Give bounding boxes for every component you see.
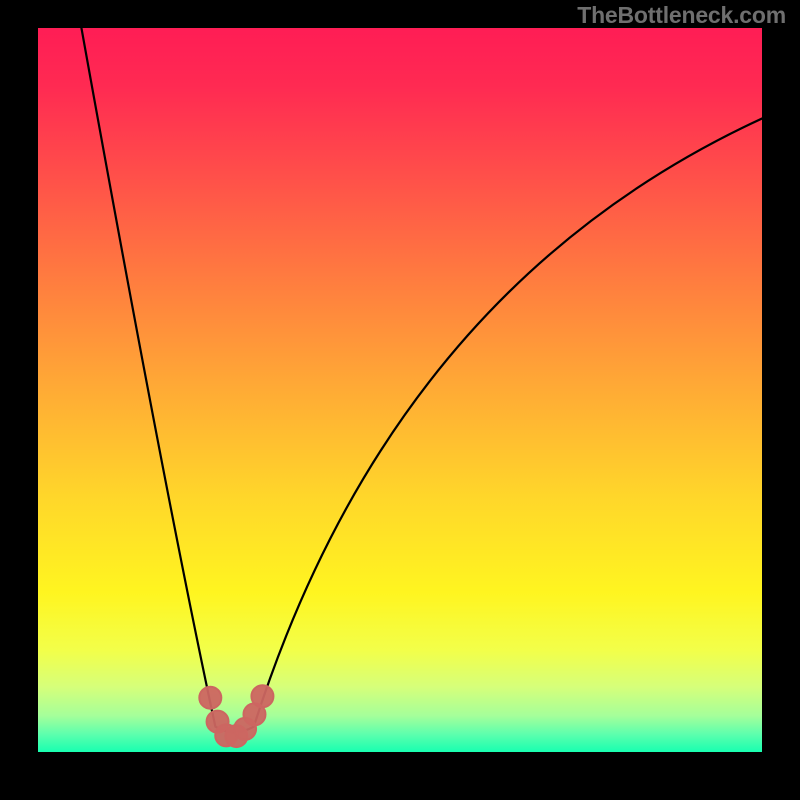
gradient-background xyxy=(38,28,762,752)
marker-point xyxy=(251,685,273,707)
watermark-text: TheBottleneck.com xyxy=(577,2,786,29)
marker-point xyxy=(199,687,221,709)
stage: TheBottleneck.com xyxy=(0,0,800,800)
plot-area xyxy=(38,28,762,752)
chart-svg xyxy=(38,28,762,752)
